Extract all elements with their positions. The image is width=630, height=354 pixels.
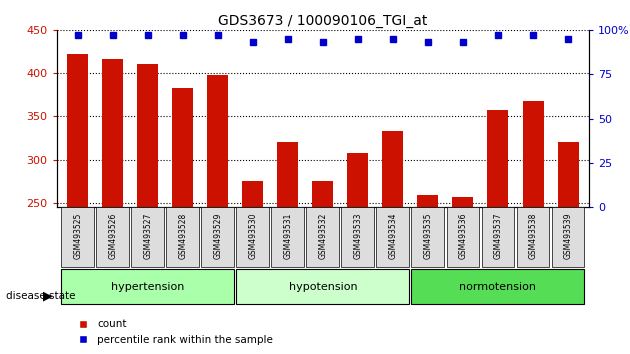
Text: GSM493534: GSM493534: [389, 213, 398, 259]
Text: GSM493533: GSM493533: [353, 213, 362, 259]
Text: GSM493536: GSM493536: [459, 213, 467, 259]
Text: GSM493529: GSM493529: [214, 213, 222, 259]
Bar: [236, 269, 410, 304]
Bar: [306, 207, 340, 267]
Text: GSM493537: GSM493537: [493, 213, 503, 259]
Text: GSM493527: GSM493527: [143, 213, 152, 259]
Bar: [131, 207, 164, 267]
Bar: [452, 197, 474, 207]
Bar: [382, 131, 403, 207]
Text: GSM493531: GSM493531: [284, 213, 292, 259]
Bar: [172, 88, 193, 207]
Bar: [202, 207, 234, 267]
Bar: [96, 207, 129, 267]
Bar: [377, 207, 410, 267]
Bar: [312, 181, 333, 207]
Title: GDS3673 / 100090106_TGI_at: GDS3673 / 100090106_TGI_at: [218, 14, 428, 28]
Text: disease state: disease state: [6, 291, 76, 301]
Text: GSM493539: GSM493539: [564, 213, 573, 259]
Bar: [61, 269, 234, 304]
Bar: [243, 181, 263, 207]
Bar: [236, 207, 269, 267]
Text: GSM493528: GSM493528: [178, 213, 187, 259]
Text: hypotension: hypotension: [289, 282, 357, 292]
Bar: [552, 207, 585, 267]
Bar: [517, 207, 549, 267]
Bar: [411, 269, 585, 304]
Bar: [341, 207, 374, 267]
Bar: [272, 207, 304, 267]
Bar: [137, 64, 158, 207]
Bar: [166, 207, 199, 267]
Bar: [207, 75, 228, 207]
Legend: count, percentile rank within the sample: count, percentile rank within the sample: [68, 315, 277, 349]
Text: GSM493526: GSM493526: [108, 213, 117, 259]
Text: normotension: normotension: [459, 282, 537, 292]
Bar: [277, 142, 299, 207]
Text: GSM493525: GSM493525: [73, 213, 82, 259]
Bar: [488, 109, 508, 207]
Text: GSM493532: GSM493532: [318, 213, 328, 259]
Bar: [102, 58, 123, 207]
Bar: [67, 54, 88, 207]
Text: hypertension: hypertension: [111, 282, 185, 292]
Bar: [347, 153, 369, 207]
Text: ▶: ▶: [43, 290, 53, 303]
Bar: [447, 207, 479, 267]
Text: GSM493530: GSM493530: [248, 213, 257, 259]
Text: GSM493538: GSM493538: [529, 213, 537, 259]
Bar: [481, 207, 515, 267]
Text: GSM493535: GSM493535: [423, 213, 432, 259]
Bar: [418, 195, 438, 207]
Bar: [522, 101, 544, 207]
Bar: [558, 142, 578, 207]
Bar: [61, 207, 94, 267]
Bar: [411, 207, 444, 267]
